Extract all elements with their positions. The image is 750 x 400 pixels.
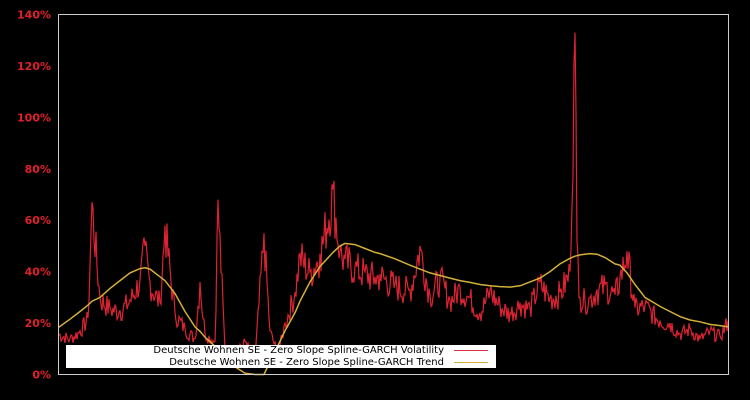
legend-swatch-volatility — [454, 350, 488, 351]
y-tick-label: 100% — [17, 111, 51, 124]
plot-frame — [58, 14, 729, 375]
legend-label-trend: Deutsche Wohnen SE - Zero Slope Spline-G… — [169, 357, 444, 368]
y-axis-ticks: 0% 20% 40% 60% 80% 100% 120% 140% — [17, 9, 51, 382]
y-tick-label: 0% — [32, 369, 51, 382]
volatility-line — [57, 32, 729, 361]
legend-swatch-trend — [454, 362, 488, 363]
y-tick-label: 120% — [17, 60, 51, 73]
legend-item-trend: Deutsche Wohnen SE - Zero Slope Spline-G… — [169, 357, 488, 368]
legend-item-volatility: Deutsche Wohnen SE - Zero Slope Spline-G… — [153, 345, 488, 356]
y-tick-label: 20% — [25, 317, 51, 330]
legend: Deutsche Wohnen SE - Zero Slope Spline-G… — [66, 345, 496, 368]
plot-area — [57, 32, 729, 376]
y-tick-label: 60% — [25, 214, 51, 227]
trend-line — [58, 242, 729, 376]
y-tick-label: 40% — [25, 266, 51, 279]
legend-label-volatility: Deutsche Wohnen SE - Zero Slope Spline-G… — [153, 345, 444, 356]
y-tick-label: 140% — [17, 9, 51, 22]
y-tick-label: 80% — [25, 163, 51, 176]
